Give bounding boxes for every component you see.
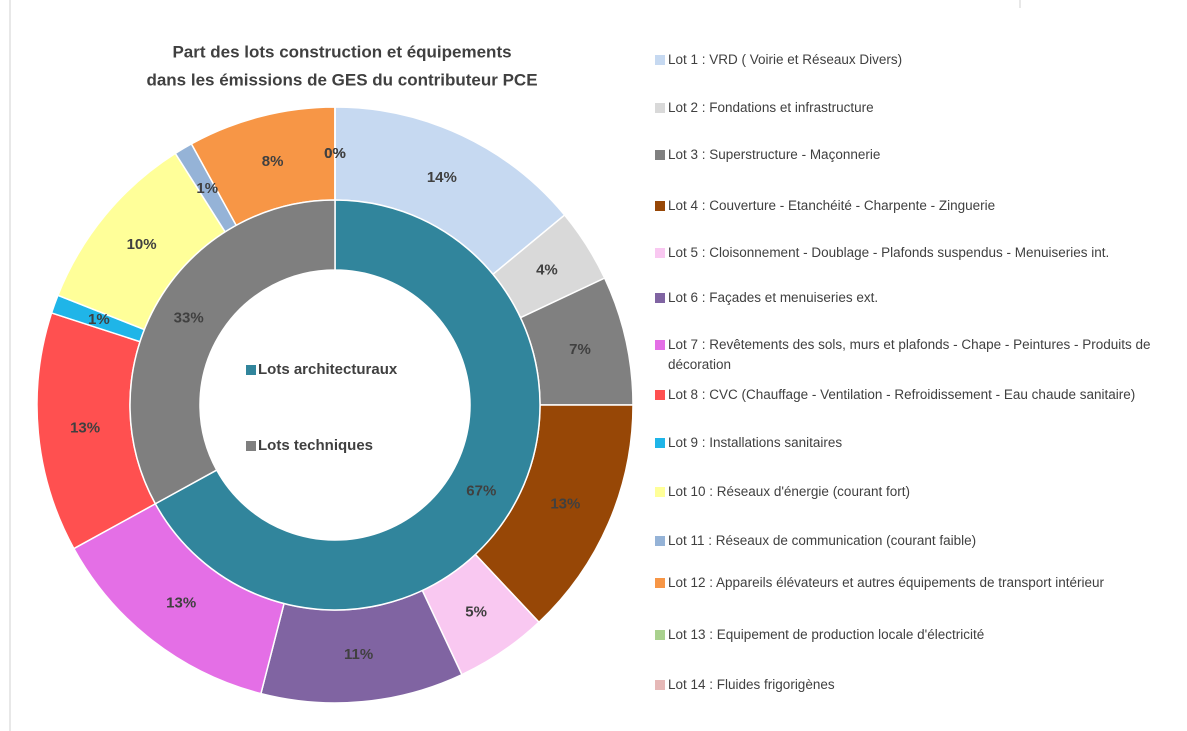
legend-swatch [655,55,665,65]
legend-swatch [655,201,665,211]
data-label: 1% [196,180,218,197]
legend-label: Lot 11 : Réseaux de communication (coura… [668,533,977,548]
donut-slice [129,199,336,505]
legend-swatch [246,365,256,375]
data-label: 1% [88,311,110,328]
legend-swatch [655,536,665,546]
data-label: 4% [536,261,558,278]
data-label: 13% [166,594,196,611]
data-label: 0% [324,145,346,162]
legend-swatch [655,630,665,640]
legend-label: Lot 9 : Installations sanitaires [668,435,843,450]
legend-swatch [655,680,665,690]
legend-label: Lot 3 : Superstructure - Maçonnerie [668,147,881,162]
data-label: 67% [466,483,496,500]
legend-swatch [655,438,665,448]
legend-label: Lot 13 : Equipement de production locale… [668,627,985,642]
legend-label: Lot 4 : Couverture - Etanchéité - Charpe… [668,198,996,213]
legend-label: Lot 12 : Appareils élévateurs et autres … [668,575,1105,590]
data-label: 8% [262,153,284,170]
legend-label: Lot 8 : CVC (Chauffage - Ventilation - R… [668,387,1136,402]
legend-swatch [655,248,665,258]
legend-swatch [655,150,665,160]
donut-slice [154,199,541,611]
data-label: 14% [427,169,457,186]
legend-label: Lot 2 : Fondations et infrastructure [668,100,874,115]
data-label: 13% [550,496,580,513]
legend-swatch [246,441,256,451]
chart-title: Part des lots construction et équipement… [172,42,511,61]
legend-swatch [655,340,665,350]
data-label: 7% [569,341,591,358]
legend-label: Lots techniques [258,437,373,454]
legend-label: Lot 1 : VRD ( Voirie et Réseaux Divers) [668,52,903,67]
data-label: 33% [174,309,204,326]
legend-swatch [655,103,665,113]
data-label: 11% [344,646,373,663]
data-label: 13% [70,420,100,437]
legend-label: Lots architecturaux [258,361,398,378]
legend-label: Lot 5 : Cloisonnement - Doublage - Plafo… [668,245,1110,260]
legend-swatch [655,487,665,497]
data-label: 5% [465,604,487,621]
legend-swatch [655,390,665,400]
legend-label: Lot 7 : Revêtements des sols, murs et pl… [668,337,1151,372]
legend-label: Lot 6 : Façades et menuiseries ext. [668,290,879,305]
chart-title: dans les émissions de GES du contributeu… [146,70,537,89]
legend-label: Lot 10 : Réseaux d'énergie (courant fort… [668,484,910,499]
legend-swatch [655,578,665,588]
data-label: 0% [324,145,346,162]
legend-label: Lot 14 : Fluides frigorigènes [668,677,835,692]
legend-swatch [655,293,665,303]
data-label: 10% [127,236,157,253]
